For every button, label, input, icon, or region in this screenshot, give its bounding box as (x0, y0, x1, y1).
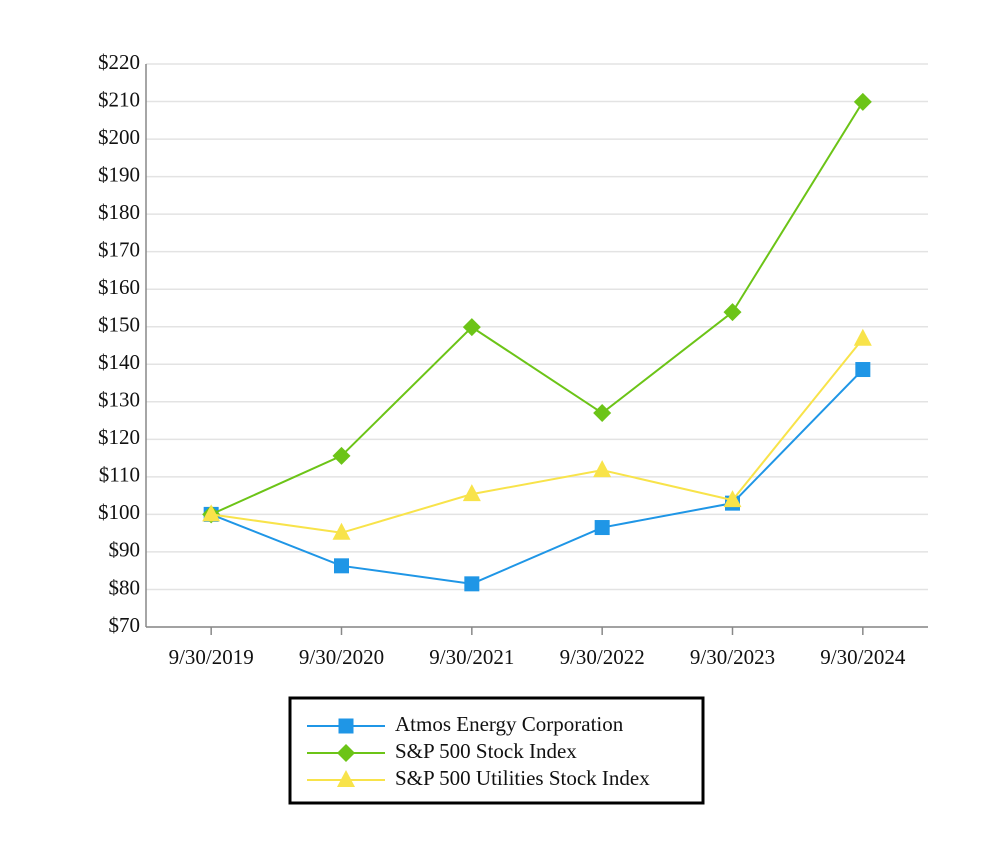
series-line (210, 101, 864, 516)
x-tick-label: 9/30/2023 (690, 645, 775, 669)
y-tick-label: $190 (98, 162, 140, 186)
data-point (855, 362, 871, 378)
data-point (723, 303, 742, 322)
x-tick-label: 9/30/2024 (820, 645, 906, 669)
legend-marker (337, 744, 355, 762)
x-tick-label: 9/30/2021 (429, 645, 514, 669)
data-point (594, 520, 610, 536)
y-tick-label: $220 (98, 50, 140, 74)
legend-marker (338, 718, 354, 734)
y-tick-label: $100 (98, 500, 140, 524)
legend-label: S&P 500 Utilities Stock Index (395, 766, 650, 790)
x-tick-label: 9/30/2020 (299, 645, 384, 669)
y-tick-label: $90 (109, 538, 141, 562)
data-point (462, 484, 481, 502)
series-line (211, 338, 864, 534)
data-point (334, 558, 349, 574)
y-tick-label: $180 (98, 200, 140, 224)
y-tick-label: $130 (98, 388, 140, 412)
x-tick-label: 9/30/2022 (560, 645, 645, 669)
y-tick-label: $80 (109, 575, 141, 599)
y-tick-label: $150 (98, 313, 140, 337)
y-tick-label: $120 (98, 425, 140, 449)
data-point (853, 328, 872, 346)
y-tick-label: $200 (98, 125, 140, 149)
data-point (332, 522, 351, 540)
legend-label: Atmos Energy Corporation (395, 712, 624, 736)
y-tick-label: $70 (109, 613, 141, 637)
data-point (723, 490, 742, 508)
x-tick-label: 9/30/2019 (169, 645, 254, 669)
series-line (210, 368, 864, 585)
data-point (593, 404, 612, 423)
data-point (462, 318, 481, 337)
y-tick-label: $110 (99, 463, 140, 487)
y-tick-label: $210 (98, 87, 140, 111)
legend-box (288, 696, 705, 805)
legend-marker (337, 770, 355, 787)
y-tick-label: $160 (98, 275, 140, 299)
y-tick-label: $170 (98, 237, 140, 261)
data-point (593, 460, 612, 478)
y-tick-label: $140 (98, 350, 140, 374)
data-point (332, 446, 351, 465)
data-point (202, 504, 221, 522)
data-point (464, 576, 480, 592)
legend-label: S&P 500 Stock Index (395, 739, 577, 763)
data-point (853, 92, 872, 111)
